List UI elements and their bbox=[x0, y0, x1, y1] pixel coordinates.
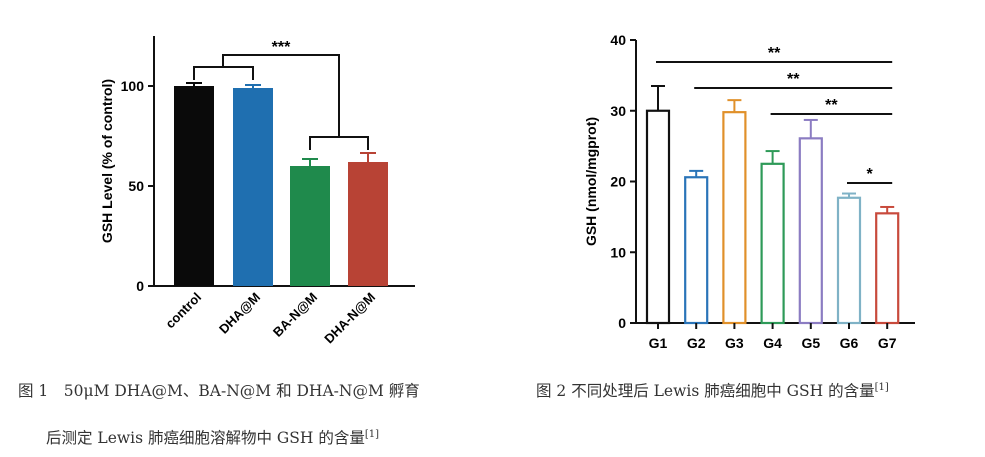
y-tick-label: 40 bbox=[610, 32, 626, 48]
y-tick-label: 10 bbox=[610, 244, 626, 260]
significance-bracket-right bbox=[309, 136, 369, 150]
figure-1-caption-text-2: 后测定 Lewis 肺癌细胞溶解物中 GSH 的含量 bbox=[46, 429, 365, 447]
figure-2-chart: 0 10 20 30 40 GSH (nmol/mgprot) G1 G2 G3 G4 G5 G6 G7… bbox=[583, 32, 915, 351]
x-category-label: control bbox=[162, 290, 204, 332]
significance-label: *** bbox=[272, 39, 291, 56]
y-tick-label: 50 bbox=[128, 178, 144, 194]
figure-1-caption-line-1: 图 1 50μM DHA@M、BA-N@M 和 DHA-N@M 孵育 bbox=[18, 379, 420, 401]
bar-G3 bbox=[722, 111, 747, 325]
x-category-label: DHA@M bbox=[216, 290, 263, 337]
figure-1-reference: [1] bbox=[364, 428, 380, 440]
figure-1-chart: 0 50 100 GSH Level (% of control) control DHA… bbox=[99, 36, 415, 347]
y-tick-label: 0 bbox=[618, 315, 626, 331]
x-category-label: G7 bbox=[878, 335, 897, 351]
y-axis-label: GSH Level (% of control) bbox=[99, 79, 115, 243]
x-category-label: BA-N@M bbox=[270, 290, 320, 340]
figure-2-caption: 图 2 不同处理后 Lewis 肺癌细胞中 GSH 的含量[1] bbox=[536, 379, 889, 401]
x-category-label: DHA-N@M bbox=[321, 290, 378, 347]
figure-2-caption-text: 图 2 不同处理后 Lewis 肺癌细胞中 GSH 的含量 bbox=[536, 382, 875, 400]
x-category-label: G5 bbox=[801, 335, 820, 351]
x-category-label: G1 bbox=[649, 335, 668, 351]
y-tick-label: 30 bbox=[610, 103, 626, 119]
bar-G2 bbox=[684, 176, 709, 325]
x-category-label: G3 bbox=[725, 335, 744, 351]
figure-1-caption-line-2: 后测定 Lewis 肺癌细胞溶解物中 GSH 的含量[1] bbox=[46, 426, 379, 448]
bar-control bbox=[174, 86, 214, 286]
y-tick-label: 100 bbox=[121, 78, 145, 94]
x-category-label: G6 bbox=[840, 335, 859, 351]
significance-label: * bbox=[866, 166, 873, 183]
y-axis-label: GSH (nmol/mgprot) bbox=[583, 117, 599, 246]
bar-G5 bbox=[798, 137, 823, 325]
bar-G6 bbox=[836, 196, 862, 325]
x-category-label: G4 bbox=[763, 335, 782, 351]
x-category-label: G2 bbox=[687, 335, 706, 351]
bar-G7 bbox=[875, 212, 900, 325]
y-tick-label: 20 bbox=[610, 174, 626, 190]
figure-1-caption-text: 图 1 50μM DHA@M、BA-N@M 和 DHA-N@M 孵育 bbox=[18, 382, 420, 400]
bar-DHA@M bbox=[233, 88, 273, 286]
significance-bracket-left bbox=[193, 66, 254, 80]
figure-2-reference: [1] bbox=[874, 381, 889, 393]
bar-BA-N@M bbox=[290, 166, 330, 286]
bar-DHA-N@M bbox=[348, 162, 388, 286]
y-tick-label: 0 bbox=[136, 278, 144, 294]
significance-label: ** bbox=[825, 97, 838, 114]
significance-label: ** bbox=[768, 45, 781, 62]
significance-label: ** bbox=[787, 71, 800, 88]
bar-G4 bbox=[760, 162, 785, 325]
significance-bracket-top bbox=[222, 54, 340, 137]
bar-G1 bbox=[645, 109, 671, 325]
